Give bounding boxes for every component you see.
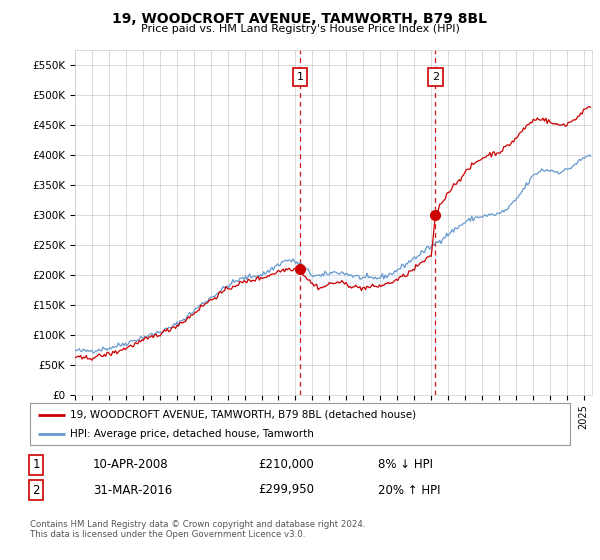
Text: 2: 2 [32, 483, 40, 497]
Text: 1: 1 [296, 72, 304, 82]
Text: 20% ↑ HPI: 20% ↑ HPI [378, 483, 440, 497]
Text: £299,950: £299,950 [258, 483, 314, 497]
Text: 19, WOODCROFT AVENUE, TAMWORTH, B79 8BL: 19, WOODCROFT AVENUE, TAMWORTH, B79 8BL [113, 12, 487, 26]
Text: HPI: Average price, detached house, Tamworth: HPI: Average price, detached house, Tamw… [71, 429, 314, 439]
Text: 1: 1 [32, 458, 40, 472]
Text: £210,000: £210,000 [258, 458, 314, 472]
Text: 10-APR-2008: 10-APR-2008 [93, 458, 169, 472]
Text: Contains HM Land Registry data © Crown copyright and database right 2024.
This d: Contains HM Land Registry data © Crown c… [30, 520, 365, 539]
Text: 8% ↓ HPI: 8% ↓ HPI [378, 458, 433, 472]
Text: Price paid vs. HM Land Registry's House Price Index (HPI): Price paid vs. HM Land Registry's House … [140, 24, 460, 34]
Text: 2: 2 [432, 72, 439, 82]
Text: 31-MAR-2016: 31-MAR-2016 [93, 483, 172, 497]
Text: 19, WOODCROFT AVENUE, TAMWORTH, B79 8BL (detached house): 19, WOODCROFT AVENUE, TAMWORTH, B79 8BL … [71, 409, 416, 419]
